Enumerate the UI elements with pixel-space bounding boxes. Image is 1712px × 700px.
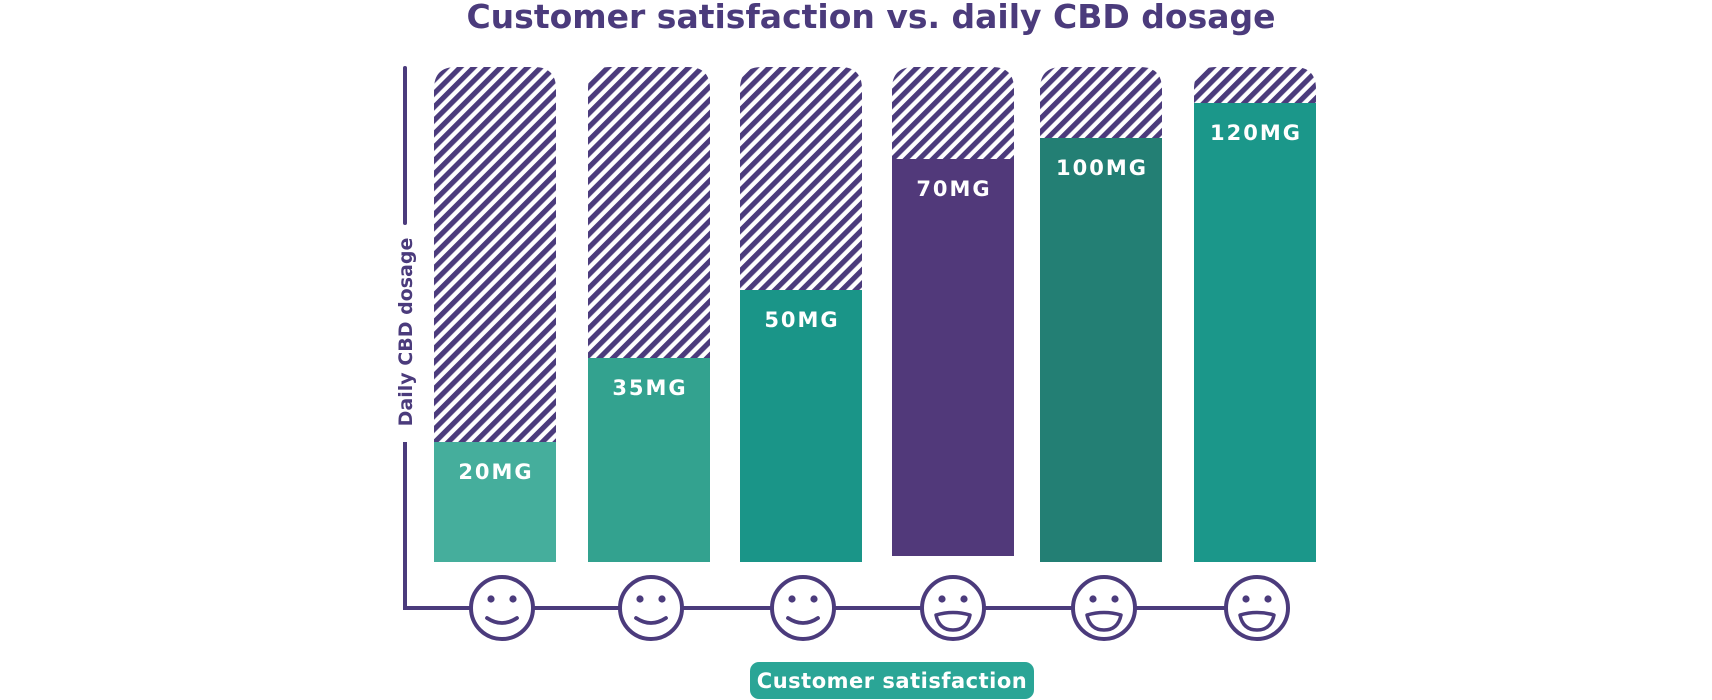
satisfaction-faces: [469, 575, 1290, 641]
bar-value-label: 70MG: [916, 177, 991, 201]
face-eye-right: [509, 595, 517, 603]
face-mouth-grin: [1085, 610, 1123, 632]
bar-remainder-striped: [434, 67, 556, 562]
bar: [892, 159, 1014, 556]
face-eye-right: [810, 595, 818, 603]
face-eye-left: [1242, 595, 1250, 603]
bar-group: 35MG: [588, 67, 710, 562]
bar-value-label: 120MG: [1210, 121, 1302, 145]
face-eye-right: [1111, 595, 1119, 603]
smile-face-icon: [770, 575, 836, 641]
bar-value-label: 35MG: [612, 376, 687, 400]
bar-group: 100MG: [1040, 67, 1162, 562]
face-outline: [618, 575, 684, 641]
face-eye-right: [1264, 595, 1272, 603]
face-eye-left: [1089, 595, 1097, 603]
grin-face-icon: [1071, 575, 1137, 641]
bar-group: 70MG: [892, 67, 1014, 556]
face-mouth-grin: [934, 610, 972, 632]
bars: 20MG 35MG 50MG 70MG 100MG 120MG: [434, 67, 1316, 562]
chart-title: Customer satisfaction vs. daily CBD dosa…: [466, 0, 1275, 36]
y-axis-label: Daily CBD dosage: [395, 238, 417, 427]
face-eye-right: [960, 595, 968, 603]
face-eye-left: [788, 595, 796, 603]
x-axis-label: Customer satisfaction: [757, 669, 1027, 693]
face-eye-left: [636, 595, 644, 603]
face-mouth-smile: [485, 616, 519, 625]
bar-group: 120MG: [1194, 67, 1316, 562]
face-mouth-smile: [634, 616, 668, 625]
bar: [1194, 103, 1316, 562]
face-eye-right: [658, 595, 666, 603]
face-outline: [770, 575, 836, 641]
bar: [1040, 138, 1162, 562]
grin-face-icon: [1224, 575, 1290, 641]
bar: [740, 290, 862, 562]
x-axis-label-background: [750, 662, 1034, 699]
bar-value-label: 20MG: [458, 460, 533, 484]
smile-face-icon: [469, 575, 535, 641]
face-eye-left: [487, 595, 495, 603]
face-mouth-grin: [1238, 610, 1276, 632]
bar-value-label: 100MG: [1056, 156, 1148, 180]
bar-group: 20MG: [434, 67, 556, 562]
y-axis: Daily CBD dosage: [395, 66, 417, 608]
bar-group: 50MG: [740, 67, 862, 562]
bar: [434, 442, 556, 562]
face-outline: [469, 575, 535, 641]
bar-value-label: 50MG: [764, 308, 839, 332]
smile-face-icon: [618, 575, 684, 641]
bar: [588, 358, 710, 562]
grin-face-icon: [920, 575, 986, 641]
face-mouth-smile: [786, 616, 820, 625]
x-axis-label-pill: Customer satisfaction: [750, 662, 1034, 699]
face-eye-left: [938, 595, 946, 603]
